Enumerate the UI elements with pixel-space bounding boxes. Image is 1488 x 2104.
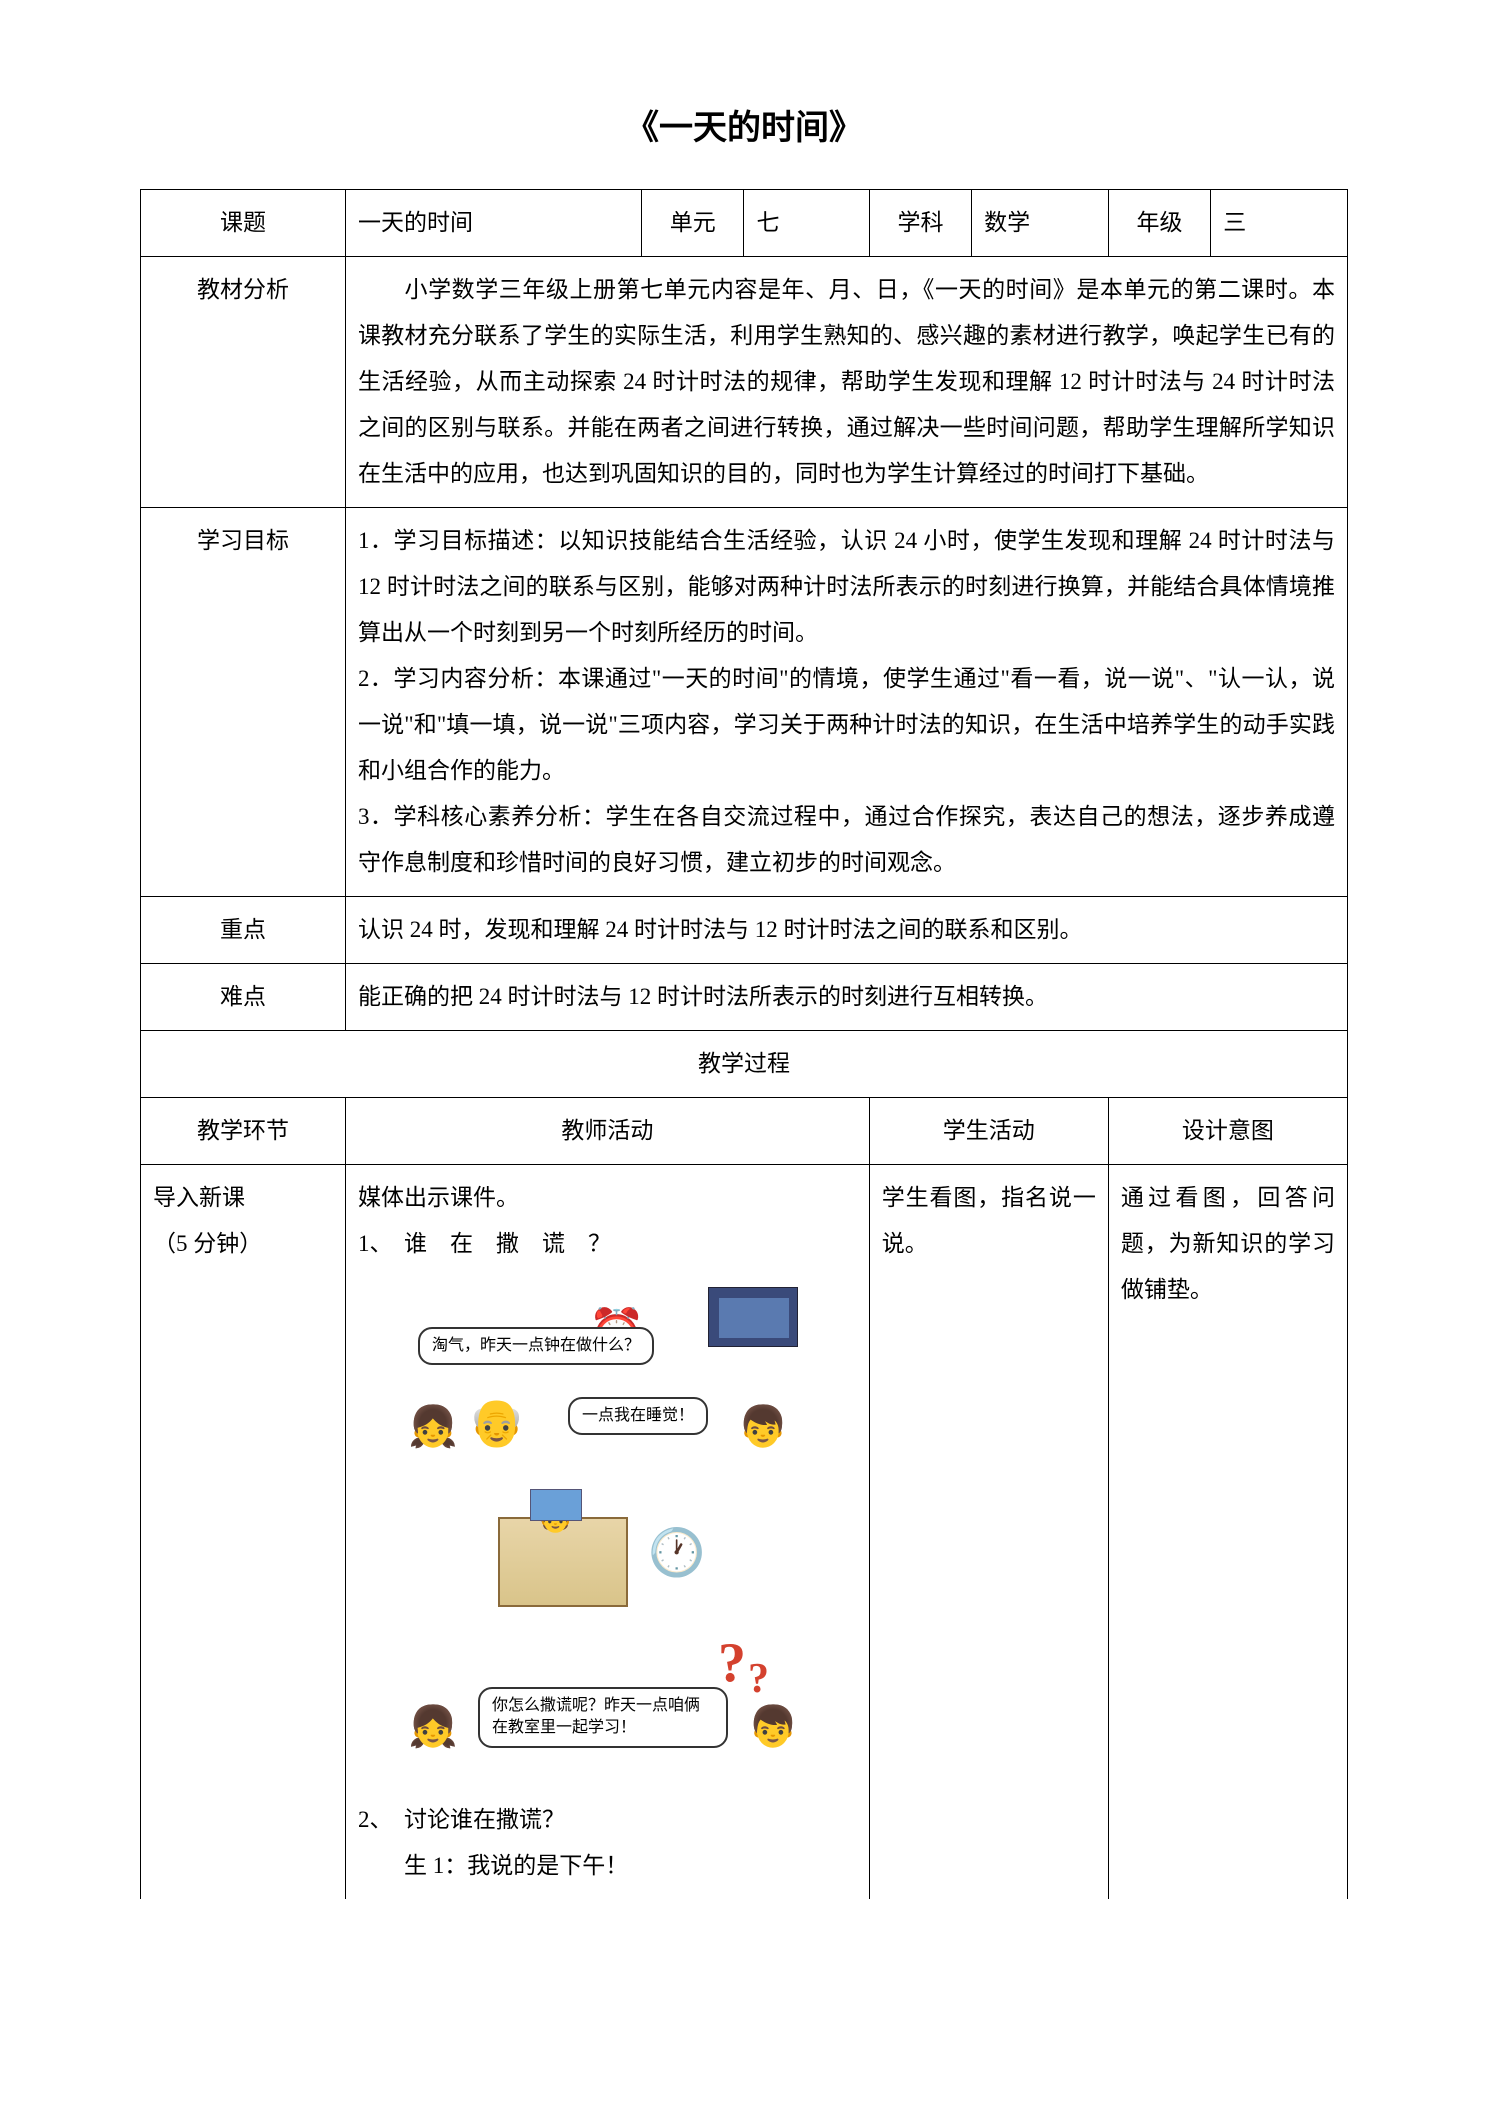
text-material: 小学数学三年级上册第七单元内容是年、月、日，《一天的时间》是本单元的第二课时。本… xyxy=(345,257,1347,508)
text-difficulty: 能正确的把 24 时计时法与 12 时计时法所表示的时刻进行互相转换。 xyxy=(345,964,1347,1031)
header-teacher: 教师活动 xyxy=(345,1098,869,1165)
value-unit: 七 xyxy=(744,190,869,257)
student-at-desk-icon: 🧒 xyxy=(538,1491,573,1547)
header-student: 学生活动 xyxy=(869,1098,1108,1165)
text-material-content: 小学数学三年级上册第七单元内容是年、月、日，《一天的时间》是本单元的第二课时。本… xyxy=(358,277,1335,486)
value-grade: 三 xyxy=(1211,190,1348,257)
document-page: 《一天的时间》 课题 一天的时间 单元 七 学科 数学 年级 三 教材分析 xyxy=(0,0,1488,2104)
cell-teacher: 媒体出示课件。 1、 谁 在 撒 谎 ？ ⏰ 淘气，昨天一点钟在做什么？ 👧 👴… xyxy=(345,1165,869,1900)
teacher-question-2: 2、 讨论谁在撒谎？ xyxy=(358,1797,857,1843)
header-stage: 教学环节 xyxy=(141,1098,346,1165)
teacher-question-2-sub: 生 1：我说的是下午！ xyxy=(358,1843,857,1889)
row-objectives: 学习目标 1．学习目标描述：以知识技能结合生活经验，认识 24 小时，使学生发现… xyxy=(141,508,1348,897)
header-row: 课题 一天的时间 单元 七 学科 数学 年级 三 xyxy=(141,190,1348,257)
process-title: 教学过程 xyxy=(141,1031,1348,1098)
label-subject: 学科 xyxy=(869,190,971,257)
illustration-panel: ⏰ 淘气，昨天一点钟在做什么？ 👧 👴 一点我在睡觉！ 👦 🧒 🕐 ? ? xyxy=(368,1287,888,1777)
stage-line-2: （5 分钟） xyxy=(153,1221,333,1267)
page-title: 《一天的时间》 xyxy=(140,100,1348,149)
label-focus: 重点 xyxy=(141,897,346,964)
teacher-line-1: 媒体出示课件。 xyxy=(358,1175,857,1221)
classroom-desk-icon: 🧒 xyxy=(498,1517,628,1607)
label-unit: 单元 xyxy=(641,190,743,257)
stage-line-1: 导入新课 xyxy=(153,1175,333,1221)
boy-character-icon: 👦 xyxy=(738,1387,788,1467)
row-process-title: 教学过程 xyxy=(141,1031,1348,1098)
girl-character-2-icon: 👧 xyxy=(408,1687,458,1767)
value-subject: 数学 xyxy=(972,190,1109,257)
row-process-1: 导入新课 （5 分钟） 媒体出示课件。 1、 谁 在 撒 谎 ？ ⏰ 淘气，昨天… xyxy=(141,1165,1348,1900)
text-focus: 认识 24 时，发现和理解 24 时计时法与 12 时计时法之间的联系和区别。 xyxy=(345,897,1347,964)
label-topic: 课题 xyxy=(141,190,346,257)
sleeping-scene-icon xyxy=(708,1287,798,1347)
cell-student: 学生看图，指名说一说。 xyxy=(869,1165,1108,1900)
label-material: 教材分析 xyxy=(141,257,346,508)
teacher-question-1: 1、 谁 在 撒 谎 ？ xyxy=(358,1221,857,1267)
cell-stage: 导入新课 （5 分钟） xyxy=(141,1165,346,1900)
speech-bubble-2: 一点我在睡觉！ xyxy=(568,1397,708,1435)
objective-3: 3．学科核心素养分析：学生在各自交流过程中，通过合作探究，表达自己的想法，逐步养… xyxy=(358,794,1335,886)
objective-2: 2．学习内容分析：本课通过"一天的时间"的情境，使学生通过"看一看，说一说"、"… xyxy=(358,656,1335,794)
objective-1: 1．学习目标描述：以知识技能结合生活经验，认识 24 小时，使学生发现和理解 2… xyxy=(358,518,1335,656)
row-focus: 重点 认识 24 时，发现和理解 24 时计时法与 12 时计时法之间的联系和区… xyxy=(141,897,1348,964)
row-material-analysis: 教材分析 小学数学三年级上册第七单元内容是年、月、日，《一天的时间》是本单元的第… xyxy=(141,257,1348,508)
wall-clock-icon: 🕐 xyxy=(648,1507,705,1599)
label-objective: 学习目标 xyxy=(141,508,346,897)
girl-character-icon: 👧 xyxy=(408,1387,458,1467)
speech-bubble-3: 你怎么撒谎呢？昨天一点咱俩在教室里一起学习！ xyxy=(478,1687,728,1748)
row-difficulty: 难点 能正确的把 24 时计时法与 12 时计时法所表示的时刻进行互相转换。 xyxy=(141,964,1348,1031)
cell-design: 通过看图，回答问题，为新知识的学习做铺垫。 xyxy=(1108,1165,1347,1900)
lesson-plan-table: 课题 一天的时间 单元 七 学科 数学 年级 三 教材分析 小学数学三年级上册第… xyxy=(140,189,1348,1899)
text-objectives: 1．学习目标描述：以知识技能结合生活经验，认识 24 小时，使学生发现和理解 2… xyxy=(345,508,1347,897)
label-difficulty: 难点 xyxy=(141,964,346,1031)
boy-character-2-icon: 👦 xyxy=(748,1687,798,1767)
header-design: 设计意图 xyxy=(1108,1098,1347,1165)
speech-bubble-1: 淘气，昨天一点钟在做什么？ xyxy=(418,1327,654,1365)
label-grade: 年级 xyxy=(1108,190,1210,257)
grandpa-character-icon: 👴 xyxy=(468,1377,525,1469)
row-process-headers: 教学环节 教师活动 学生活动 设计意图 xyxy=(141,1098,1348,1165)
value-topic: 一天的时间 xyxy=(345,190,641,257)
